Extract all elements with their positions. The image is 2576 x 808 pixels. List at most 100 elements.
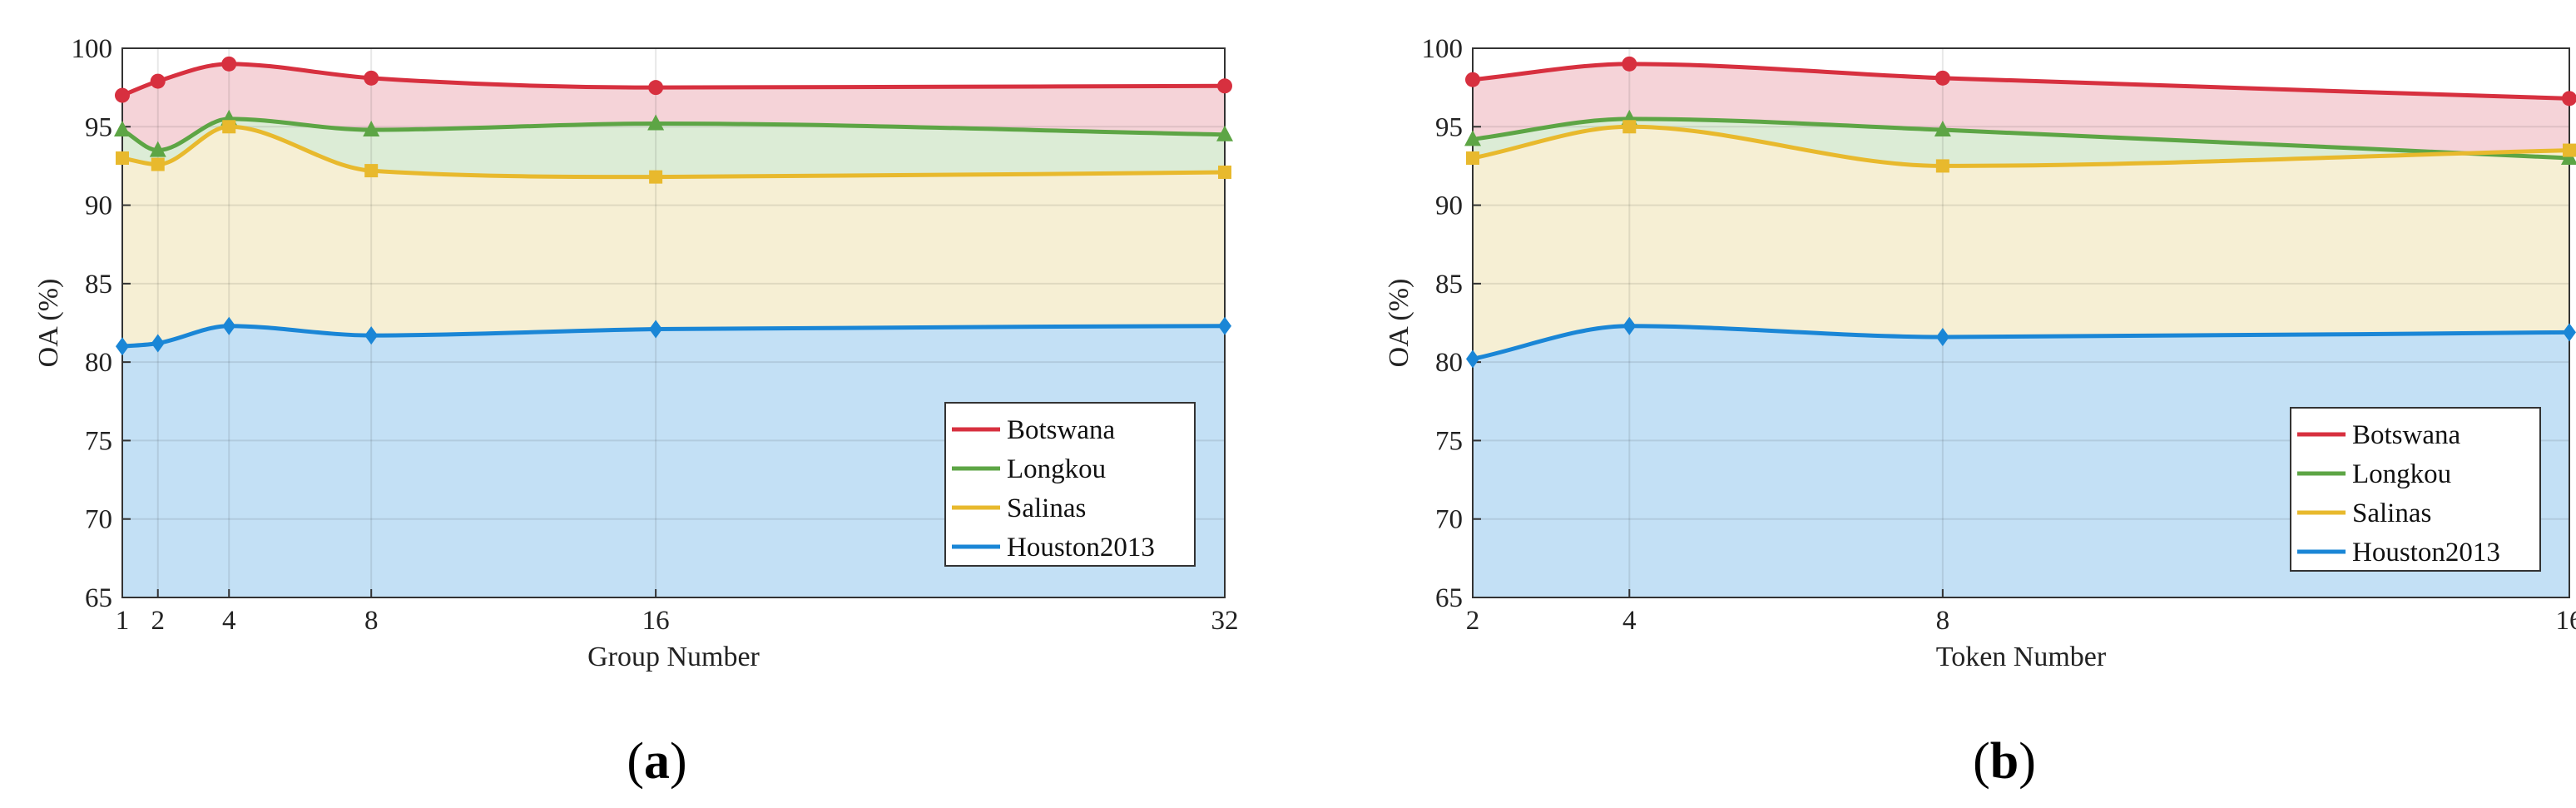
y-tick-label: 100 bbox=[1422, 34, 1464, 64]
data-point-salinas-16 bbox=[649, 170, 663, 184]
series-houston2013 bbox=[116, 316, 1231, 356]
data-point-houston2013-4 bbox=[1622, 316, 1637, 335]
data-point-botswana-32 bbox=[1217, 78, 1232, 94]
x-tick-label: 8 bbox=[364, 606, 379, 636]
figure-panel-a: 65 70 75 80 85 90 95 100 1 2 4 8 16 32 Group Number OA … bbox=[33, 34, 1239, 790]
x-axis-label: Token Number bbox=[1936, 642, 2107, 672]
legend-label: Longkou bbox=[1007, 454, 1106, 484]
series-line-longkou bbox=[1472, 116, 2570, 161]
x-tick-label: 2 bbox=[151, 606, 165, 636]
data-point-longkou-2 bbox=[1464, 130, 1481, 146]
y-axis-label: OA (%) bbox=[33, 279, 64, 368]
data-point-houston2013-2 bbox=[1466, 349, 1479, 369]
series-line-longkou bbox=[121, 116, 1226, 153]
data-point-botswana-4 bbox=[1622, 56, 1637, 72]
axes-box bbox=[1472, 47, 2570, 598]
legend-label: Houston2013 bbox=[1007, 533, 1155, 563]
data-point-botswana-16 bbox=[2562, 91, 2576, 107]
data-point-salinas-8 bbox=[1935, 159, 1949, 173]
y-tick-label: 100 bbox=[72, 34, 113, 64]
legend-label: Botswana bbox=[2352, 420, 2461, 450]
data-point-salinas-1 bbox=[116, 151, 129, 165]
data-point-salinas-4 bbox=[1622, 120, 1637, 134]
data-point-botswana-2 bbox=[150, 73, 166, 89]
y-tick-label: 80 bbox=[85, 348, 112, 378]
legend-box bbox=[2290, 407, 2541, 572]
data-point-salinas-4 bbox=[222, 120, 236, 134]
data-point-botswana-4 bbox=[221, 56, 237, 72]
data-point-houston2013-1 bbox=[116, 337, 129, 356]
legend: Botswana Longkou Salinas Houston2013 bbox=[2290, 407, 2541, 572]
x-axis-label: Group Number bbox=[587, 642, 760, 672]
series-botswana bbox=[1465, 56, 2576, 107]
series-line-salinas bbox=[1472, 124, 2570, 168]
legend-label: Salinas bbox=[2352, 498, 2431, 528]
data-point-houston2013-32 bbox=[1218, 316, 1231, 335]
y-tick-label: 75 bbox=[1435, 426, 1463, 456]
data-point-houston2013-8 bbox=[364, 326, 379, 345]
panel-label: (b) bbox=[1973, 733, 2036, 790]
panel-label: (a) bbox=[627, 733, 686, 790]
data-point-longkou-8 bbox=[1934, 121, 1951, 137]
x-tick-label: 4 bbox=[222, 606, 236, 636]
y-axis-label: OA (%) bbox=[1384, 279, 1414, 368]
legend-label: Houston2013 bbox=[2352, 538, 2500, 568]
data-point-longkou-2 bbox=[149, 141, 166, 157]
chart-a: 65 70 75 80 85 90 95 100 1 2 4 8 16 32 Group Number OA … bbox=[33, 34, 1239, 790]
x-tick-label: 32 bbox=[1211, 606, 1239, 636]
x-tick-label: 2 bbox=[1466, 606, 1480, 636]
y-tick-label: 85 bbox=[85, 270, 112, 300]
data-point-longkou-16 bbox=[647, 114, 665, 131]
x-tick-label: 1 bbox=[116, 606, 130, 636]
data-point-longkou-1 bbox=[114, 121, 131, 137]
x-tick-label: 16 bbox=[642, 606, 670, 636]
panel-letter: b bbox=[1990, 733, 2019, 790]
legend-label: Salinas bbox=[1007, 493, 1086, 523]
x-tick-label: 8 bbox=[1936, 606, 1950, 636]
y-tick-label: 95 bbox=[85, 112, 112, 142]
data-point-salinas-2 bbox=[151, 157, 165, 171]
y-tick-label: 90 bbox=[85, 191, 112, 221]
axis-ticks: 65 70 75 80 85 90 95 100 1 2 4 8 16 32 bbox=[72, 34, 1239, 636]
series-botswana bbox=[115, 56, 1232, 103]
data-point-botswana-16 bbox=[648, 80, 664, 96]
y-tick-label: 70 bbox=[1435, 505, 1463, 535]
series-line-botswana bbox=[1472, 62, 2570, 101]
data-point-longkou-32 bbox=[1216, 125, 1233, 141]
series-salinas bbox=[116, 120, 1231, 184]
data-point-longkou-8 bbox=[363, 121, 380, 137]
data-point-houston2013-2 bbox=[151, 334, 165, 353]
data-point-botswana-8 bbox=[1934, 70, 1950, 86]
figure-panel-b: 65 70 75 80 85 90 95 100 2 4 8 16 Token Number OA (%)… bbox=[1288, 0, 2576, 808]
data-point-salinas-16 bbox=[2563, 143, 2576, 157]
y-tick-label: 80 bbox=[1435, 348, 1463, 378]
series-houston2013 bbox=[1466, 316, 2576, 369]
data-point-salinas-32 bbox=[1218, 165, 1231, 179]
y-tick-label: 65 bbox=[1435, 583, 1463, 613]
data-point-botswana-1 bbox=[115, 87, 130, 103]
y-tick-label: 65 bbox=[85, 583, 112, 613]
y-tick-label: 90 bbox=[1435, 191, 1463, 221]
data-point-houston2013-16 bbox=[2563, 323, 2576, 342]
x-tick-label: 4 bbox=[1622, 606, 1637, 636]
data-point-botswana-2 bbox=[1465, 72, 1480, 87]
chart-b: 65 70 75 80 85 90 95 100 2 4 8 16 Token Number OA (%)… bbox=[1384, 34, 2576, 790]
data-point-botswana-8 bbox=[364, 70, 379, 86]
series-line-houston2013 bbox=[1472, 324, 2570, 361]
legend-label: Longkou bbox=[2352, 459, 2451, 489]
data-point-salinas-8 bbox=[364, 164, 379, 178]
series-line-salinas bbox=[121, 124, 1226, 180]
y-tick-label: 75 bbox=[85, 426, 112, 456]
legend-label: Botswana bbox=[1007, 415, 1116, 445]
series-salinas bbox=[1466, 120, 2576, 173]
legend: Botswana Longkou Salinas Houston2013 bbox=[944, 402, 1196, 567]
series-line-houston2013 bbox=[121, 324, 1226, 349]
data-point-houston2013-8 bbox=[1935, 327, 1949, 346]
data-point-houston2013-16 bbox=[649, 320, 663, 339]
data-point-salinas-2 bbox=[1466, 151, 1479, 165]
y-tick-label: 85 bbox=[1435, 270, 1463, 300]
series-line-botswana bbox=[121, 62, 1226, 97]
x-tick-label: 16 bbox=[2556, 606, 2576, 636]
y-tick-label: 70 bbox=[85, 505, 112, 535]
data-point-houston2013-4 bbox=[222, 316, 236, 335]
